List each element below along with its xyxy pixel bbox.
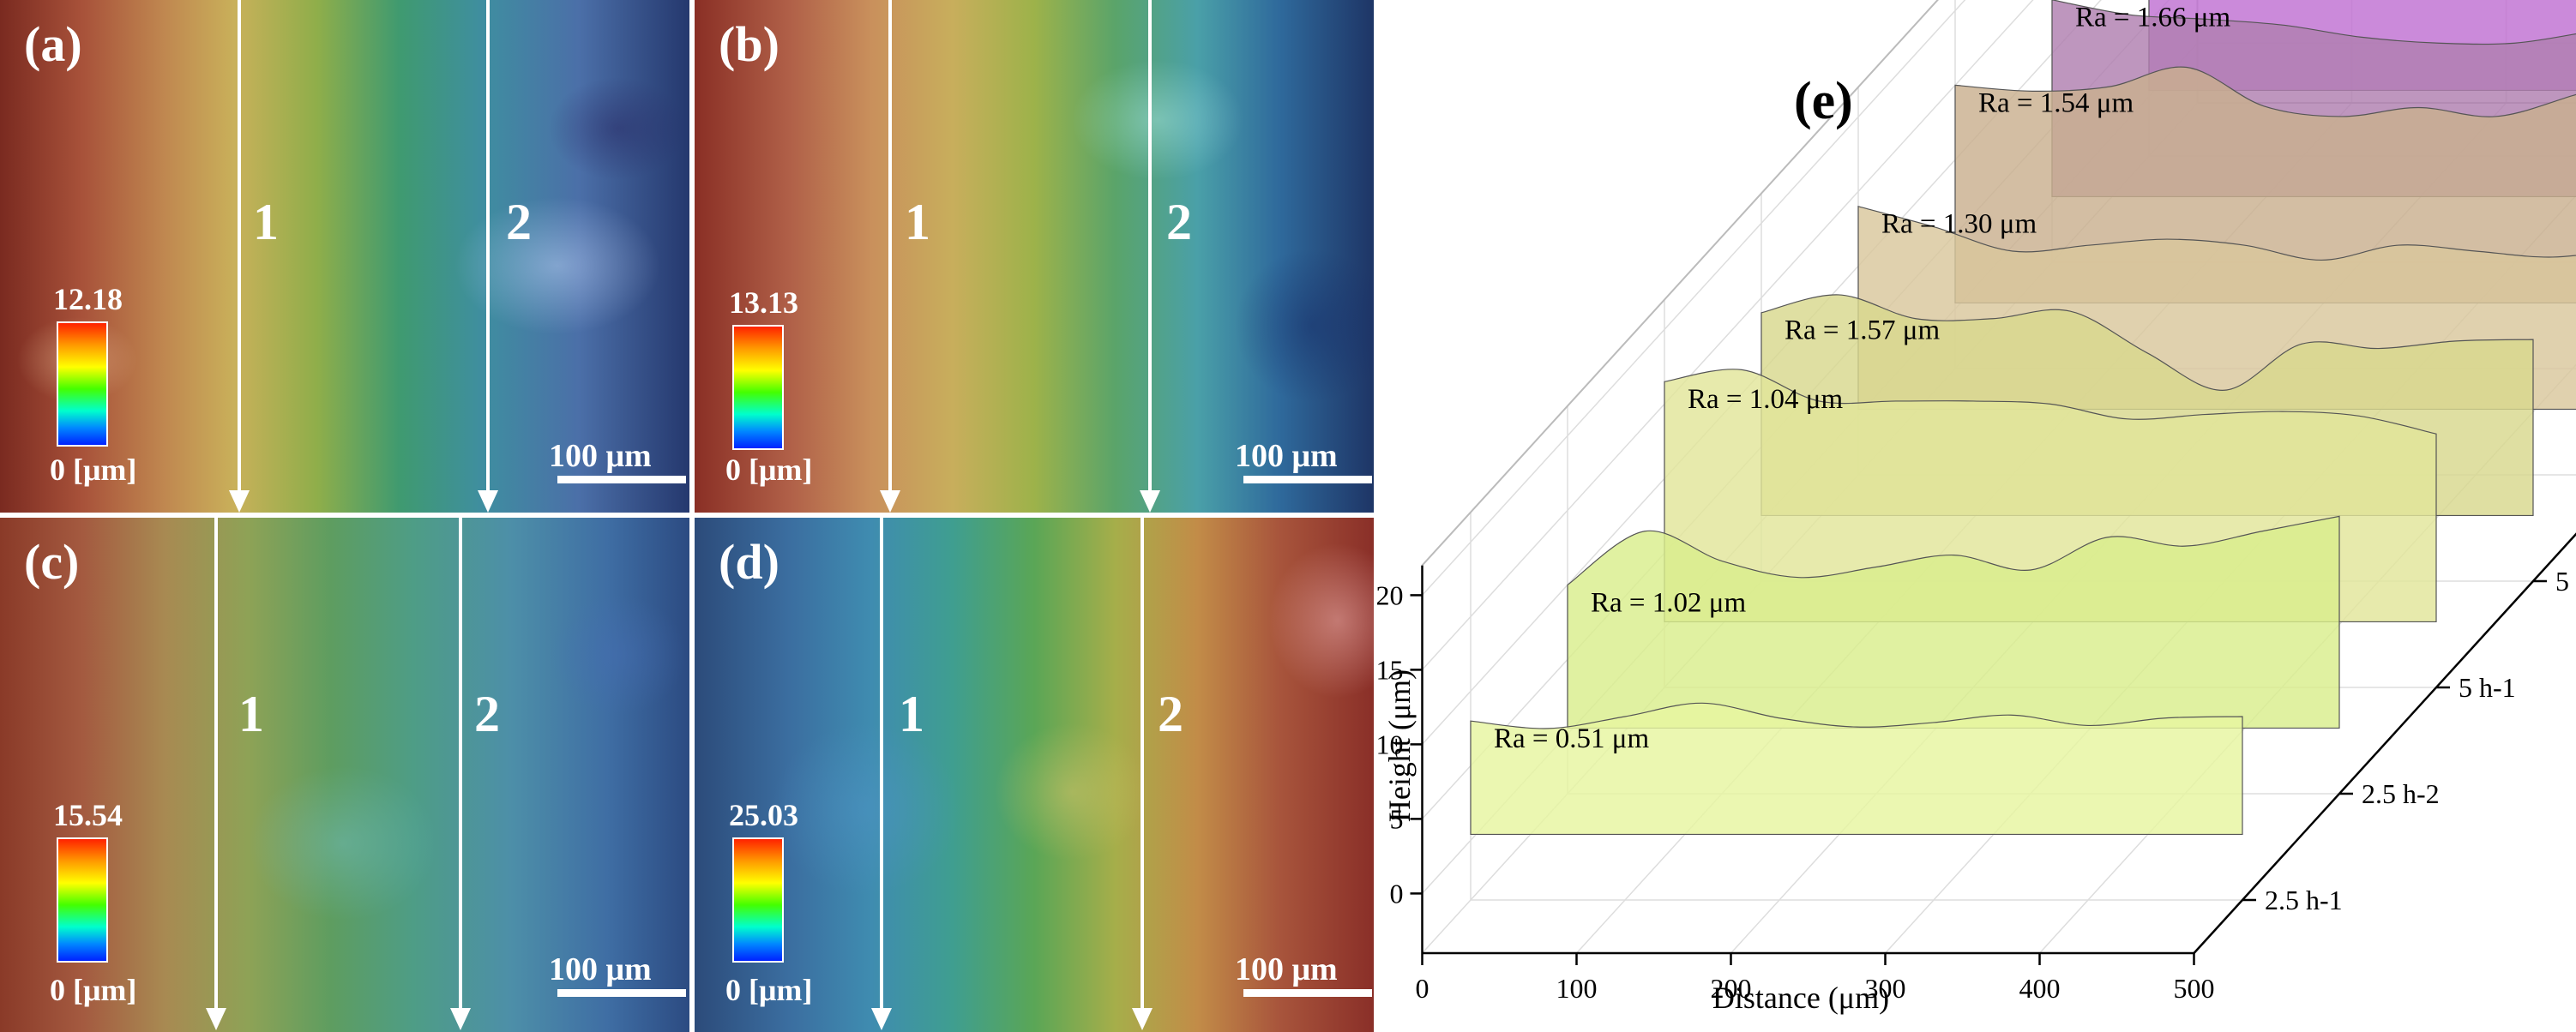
grid-line — [1421, 0, 1966, 596]
panel-d: (d) 1 2 25.03 0 [μm] 100 μm — [695, 518, 1374, 1032]
x-tick-label: 300 — [1865, 973, 1906, 1004]
colorbar-min: 0 [μm] — [50, 453, 137, 487]
y-tick-label: 10 — [1376, 729, 1404, 759]
ra-label: Ra = 1.66 μm — [2075, 3, 2230, 33]
y-tick-label: 15 — [1376, 654, 1404, 685]
line-arrow-1 — [214, 518, 218, 1011]
scale-bar-label: 100 μm — [549, 438, 652, 474]
arrowhead-1 — [229, 490, 250, 513]
panel-b: (b) 1 2 13.13 0 [μm] 100 μm — [695, 0, 1374, 513]
box-edge — [1421, 0, 1939, 567]
colorbar-min: 0 [μm] — [50, 973, 137, 1007]
arrowhead-1 — [206, 1008, 226, 1030]
colorbar-max: 25.03 — [729, 798, 798, 832]
panel-label: (b) — [719, 16, 779, 72]
panel-label: (c) — [24, 534, 80, 590]
colorbar-max: 12.18 — [53, 282, 123, 316]
arrowhead-2 — [1132, 1008, 1153, 1030]
ra-label: Ra = 1.54 μm — [1978, 87, 2134, 118]
colorbar — [732, 325, 784, 450]
scale-bar — [557, 476, 686, 483]
panel-c: (c) 1 2 15.54 0 [μm] 100 μm — [0, 518, 689, 1032]
line-number-2: 2 — [1166, 194, 1192, 250]
profile-ribbon-2.5-h-1 — [1470, 702, 2243, 836]
profile-ribbon-2.5-h-2 — [1567, 515, 2340, 729]
series-axis — [2193, 532, 2576, 954]
line-number-1: 1 — [905, 194, 930, 250]
scale-bar — [1243, 989, 1372, 997]
ra-label: Ra = 1.30 μm — [1881, 209, 2037, 240]
scale-bar — [1243, 476, 1372, 483]
x-tick-label: 100 — [1556, 973, 1598, 1004]
panel-label: (d) — [719, 534, 779, 590]
ra-label: Ra = 1.04 μm — [1688, 384, 1843, 415]
line-arrow-1 — [880, 518, 883, 1011]
y-tick-label: 5 — [1390, 803, 1404, 834]
scale-bar-label: 100 μm — [1235, 438, 1338, 474]
line-number-2: 2 — [1158, 686, 1183, 742]
ra-label: Ra = 1.57 μm — [1785, 315, 1940, 346]
panel-label: (a) — [24, 16, 82, 72]
line-number-1: 1 — [899, 686, 924, 742]
colorbar-max: 15.54 — [53, 798, 123, 832]
x-tick-label: 500 — [2174, 973, 2215, 1004]
surface-texture — [0, 518, 689, 1032]
line-arrow-1 — [888, 0, 892, 493]
surface-texture — [695, 518, 1374, 1032]
surface-texture — [0, 0, 689, 513]
panel-e-label: (e) — [1794, 72, 1853, 130]
line-number-1: 1 — [253, 194, 279, 250]
scale-bar-label: 100 μm — [549, 951, 652, 987]
colorbar — [57, 837, 108, 963]
y-axis-label: Height (μm) — [1382, 669, 1417, 822]
x-axis-label: Distance (μm) — [1712, 981, 1889, 1015]
grid-line — [1421, 0, 2034, 670]
line-number-2: 2 — [506, 194, 532, 250]
waterfall-chart: 01002003004005000510152010 h-210 h-17.5 … — [1376, 0, 2576, 1015]
x-tick-label: 400 — [2019, 973, 2061, 1004]
colorbar-min: 0 [μm] — [725, 973, 813, 1007]
series-tick-label: 2.5 h-1 — [2265, 885, 2343, 915]
panel-a: (a) 1 2 12.18 0 [μm] 100 μm — [0, 0, 689, 513]
series-tick-label: 5 h-1 — [2459, 672, 2516, 703]
surface-texture — [695, 0, 1374, 513]
arrowhead-2 — [450, 1008, 471, 1030]
series-tick-label: 2.5 h-2 — [2362, 778, 2440, 809]
colorbar — [732, 837, 784, 963]
ra-label: Ra = 0.51 μm — [1494, 723, 1649, 754]
colorbar — [57, 321, 108, 447]
series-tick-label: 5 h-2 — [2555, 566, 2576, 597]
colorbar-min: 0 [μm] — [725, 453, 813, 487]
arrowhead-1 — [880, 490, 900, 513]
line-arrow-2 — [1141, 518, 1144, 1011]
y-tick-label: 0 — [1390, 878, 1404, 909]
x-tick-label: 200 — [1711, 973, 1752, 1004]
scale-bar-label: 100 μm — [1235, 951, 1338, 987]
line-arrow-2 — [486, 0, 490, 493]
arrowhead-2 — [1140, 490, 1160, 513]
line-number-1: 1 — [238, 686, 264, 742]
line-arrow-2 — [1148, 0, 1152, 493]
arrowhead-1 — [871, 1008, 892, 1030]
line-arrow-1 — [238, 0, 241, 493]
scale-bar — [557, 989, 686, 997]
arrowhead-2 — [478, 490, 498, 513]
line-number-2: 2 — [474, 686, 500, 742]
line-arrow-2 — [459, 518, 462, 1011]
colorbar-max: 13.13 — [729, 285, 798, 320]
ra-label: Ra = 1.02 μm — [1591, 587, 1746, 618]
y-tick-label: 20 — [1376, 579, 1404, 610]
x-tick-label: 0 — [1416, 973, 1429, 1004]
